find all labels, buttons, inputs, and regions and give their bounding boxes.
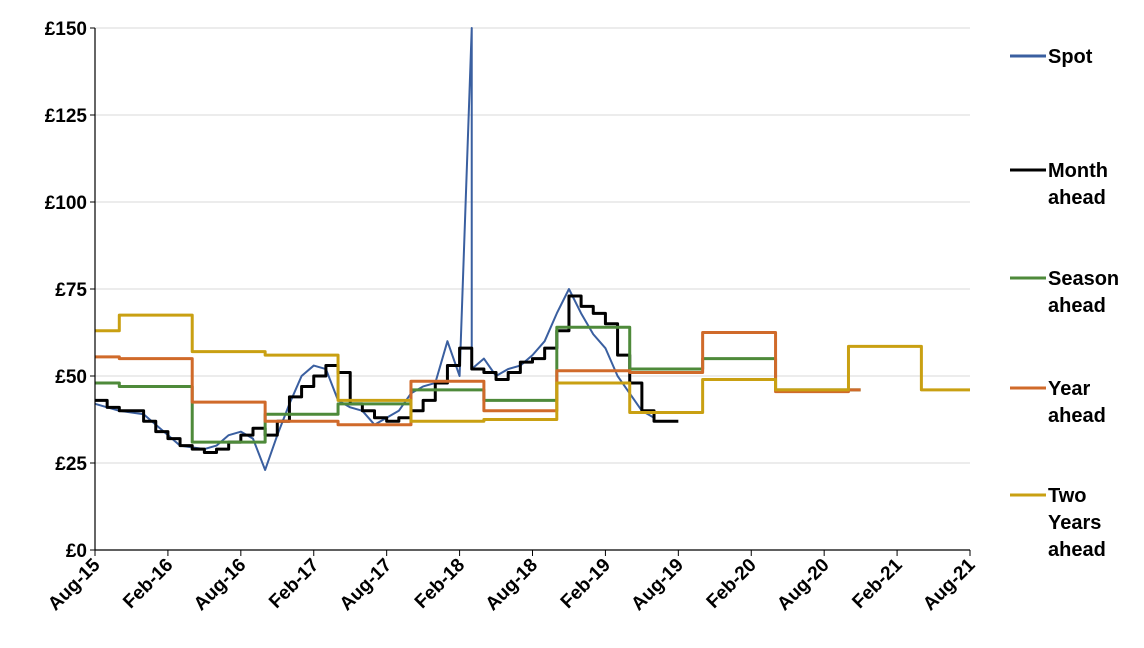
legend-label: ahead	[1048, 295, 1106, 317]
x-tick-label: Aug-17	[336, 555, 396, 615]
legend-label: Spot	[1048, 46, 1093, 68]
x-tick-label: Feb-16	[119, 555, 177, 613]
y-tick-label: £100	[45, 193, 87, 214]
y-tick-label: £50	[55, 367, 87, 388]
legend-label: Month	[1048, 160, 1108, 182]
y-tick-label: £25	[55, 454, 87, 475]
x-tick-label: Feb-18	[411, 555, 469, 613]
y-axis-ticks: £0 £25 £50 £75 £100 £125 £150	[45, 19, 95, 562]
y-tick-label: £150	[45, 19, 87, 40]
series-spot	[94, 27, 655, 471]
legend-label: Years	[1048, 512, 1101, 534]
x-tick-label: Aug-20	[773, 555, 833, 615]
legend-label: Two	[1048, 485, 1087, 507]
series-two-years-ahead	[95, 313, 970, 423]
series-lines	[94, 27, 970, 471]
legend-label: ahead	[1048, 539, 1106, 561]
legend: Spot Month ahead Season ahead Year ahead Two Yea…	[1010, 46, 1119, 561]
x-tick-label: Feb-17	[265, 555, 323, 613]
y-tick-label: £0	[66, 541, 87, 562]
x-tick-label: Aug-18	[482, 555, 542, 615]
x-tick-label: Feb-20	[703, 555, 761, 613]
x-tick-label: Aug-16	[190, 555, 250, 615]
x-axis-ticks: Aug-15 Feb-16 Aug-16 Feb-17 Aug-17 Feb-18 Aug-…	[44, 550, 980, 615]
legend-label: Year	[1048, 378, 1090, 400]
legend-label: ahead	[1048, 187, 1106, 209]
legend-label: ahead	[1048, 405, 1106, 427]
x-tick-label: Aug-21	[919, 554, 980, 615]
x-tick-label: Aug-15	[44, 554, 105, 615]
y-tick-label: £125	[45, 106, 88, 127]
series-year-ahead	[95, 331, 861, 427]
x-tick-label: Feb-21	[848, 554, 906, 612]
gridlines	[95, 27, 970, 464]
series-month-ahead	[95, 294, 679, 455]
legend-label: Season	[1048, 268, 1119, 290]
y-tick-label: £75	[55, 280, 87, 301]
x-tick-label: Feb-19	[557, 555, 615, 613]
x-tick-label: Aug-19	[627, 555, 687, 615]
series-season-ahead	[95, 325, 861, 444]
